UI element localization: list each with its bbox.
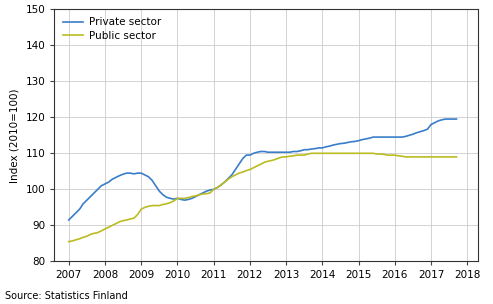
- Private sector: [247, 153, 253, 157]
- Legend: Private sector, Public sector: Private sector, Public sector: [60, 14, 164, 44]
- Text: Source: Statistics Finland: Source: Statistics Finland: [5, 291, 128, 301]
- Line: Private sector: Private sector: [69, 119, 457, 220]
- Private sector: [454, 117, 459, 121]
- Private sector: [443, 117, 449, 121]
- Private sector: [450, 117, 456, 121]
- Public sector: [309, 151, 315, 155]
- Private sector: [66, 218, 71, 222]
- Private sector: [106, 180, 111, 184]
- Public sector: [106, 225, 111, 229]
- Public sector: [454, 155, 459, 159]
- Y-axis label: Index (2010=100): Index (2010=100): [10, 88, 20, 182]
- Public sector: [450, 155, 456, 159]
- Public sector: [66, 240, 71, 244]
- Public sector: [403, 155, 409, 159]
- Line: Public sector: Public sector: [69, 153, 457, 242]
- Public sector: [378, 152, 384, 156]
- Private sector: [399, 135, 405, 139]
- Private sector: [374, 135, 380, 139]
- Public sector: [127, 217, 133, 221]
- Private sector: [127, 171, 133, 175]
- Public sector: [247, 168, 253, 171]
